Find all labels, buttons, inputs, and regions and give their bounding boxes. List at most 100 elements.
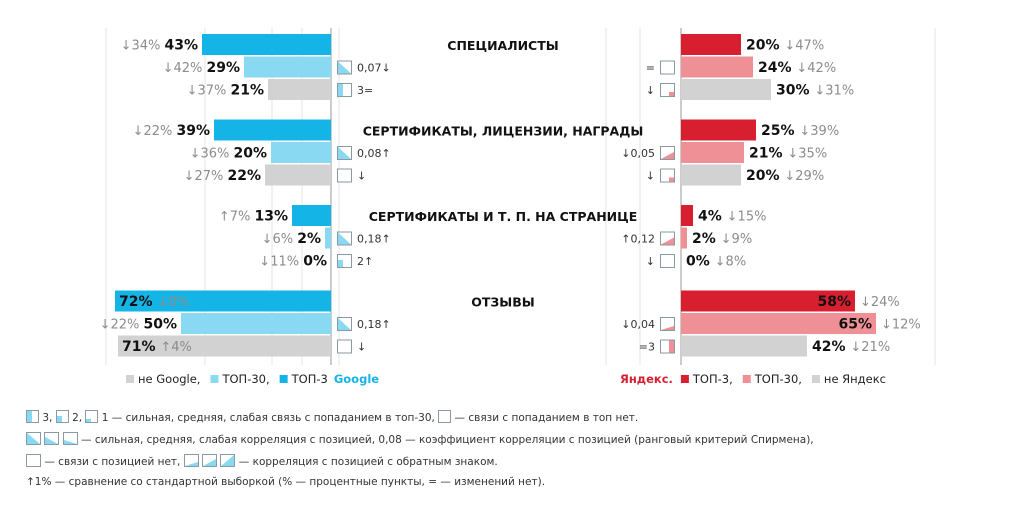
yandex-bar xyxy=(681,34,741,55)
link-weak-icon xyxy=(85,410,99,423)
note-link-3: 3, xyxy=(42,412,53,424)
yandex-bar xyxy=(681,335,807,357)
google-marker-text: 2↑ xyxy=(357,255,373,268)
category-label: ОТЗЫВЫ xyxy=(471,295,534,310)
yandex-bar-label: 2% ↓9% xyxy=(692,231,752,247)
corr-strong-marker-icon xyxy=(337,146,352,160)
corr-weak-icon xyxy=(62,432,78,445)
note-correlation-text: — сильная, средняя, слабая корреляция с … xyxy=(81,434,814,446)
google-bar xyxy=(325,227,331,249)
category-label: СЕРТИФИКАТЫ, ЛИЦЕНЗИИ, НАГРАДЫ xyxy=(363,124,644,139)
google-marker-text: ↓ xyxy=(357,170,366,183)
google-bar xyxy=(181,313,331,334)
google-legend-swatch xyxy=(126,375,134,383)
reverse-corr-medium-icon xyxy=(202,454,218,467)
yandex-bar-label: 20% ↓29% xyxy=(746,168,824,184)
google-bar-label: 71% ↑4% xyxy=(122,339,192,355)
google-legend-swatch xyxy=(210,375,219,383)
google-bar-label: ↓27% 22% xyxy=(184,168,261,184)
corr-strong-marker-icon xyxy=(337,317,352,331)
google-marker-text: 0,08↑ xyxy=(357,147,391,160)
link-medium-marker-icon xyxy=(337,254,352,268)
reverse-corr-strong-icon xyxy=(220,454,236,467)
google-bar xyxy=(118,335,331,357)
google-marker-text: 3= xyxy=(357,84,373,97)
reverse-corr-weak-icon xyxy=(183,454,199,467)
note-link-2: 2, xyxy=(72,412,83,424)
none-marker-icon xyxy=(660,60,675,75)
yandex-legend-swatch xyxy=(811,375,820,383)
google-bar-label: ↓22% 50% xyxy=(100,317,177,333)
google-bar-label: ↓22% 39% xyxy=(133,123,210,139)
corr-medium-marker-icon xyxy=(660,231,675,246)
yandex-legend-label: ТОП-30, xyxy=(754,372,802,386)
comparison-chart: СПЕЦИАЛИСТЫ ↓34% 43% ↓42% 29% ↓37% 21% 20% ↓… xyxy=(100,28,936,386)
note-line-2: — сильная, средняя, слабая корреляция с … xyxy=(26,432,814,446)
yandex-bar-label: 58% xyxy=(817,294,851,310)
google-bar-label: ↓34% 43% xyxy=(121,38,198,54)
yandex-bar xyxy=(681,290,855,312)
link-medium-icon xyxy=(55,410,69,423)
yandex-bar xyxy=(681,79,771,100)
yandex-bar xyxy=(681,142,744,163)
link-strong-marker-icon xyxy=(337,83,352,97)
google-legend-label: ТОП-3 xyxy=(291,372,328,386)
google-bar-label: ↑7% 13% xyxy=(219,209,288,225)
corr-weak-marker-icon xyxy=(660,317,675,331)
corr-medium-icon xyxy=(44,432,60,445)
yandex-bar-label: 0% ↓8% xyxy=(686,254,746,270)
yandex-bar xyxy=(681,227,687,249)
google-marker-text: 0,07↓ xyxy=(357,62,391,75)
google-bar xyxy=(214,119,331,141)
google-bar xyxy=(268,79,331,100)
google-legend-brand: Google xyxy=(334,372,379,386)
yandex-bar-label: 4% ↓15% xyxy=(698,209,766,225)
yandex-marker-text: = xyxy=(646,62,655,75)
none-marker-icon xyxy=(660,254,675,268)
note-line-4: ↑1% — сравнение со стандартной выборкой … xyxy=(26,476,545,488)
google-bar xyxy=(265,164,331,186)
yandex-bar-label: 65% xyxy=(838,317,872,333)
note-comparison-text: ↑1% — сравнение со стандартной выборкой … xyxy=(26,476,546,488)
yandex-bar-label: 20% ↓47% xyxy=(746,38,824,54)
link-weak-marker-icon xyxy=(660,83,675,97)
yandex-bar-label: 21% ↓35% xyxy=(749,146,827,162)
yandex-legend-swatch xyxy=(680,375,689,383)
yandex-bar-label: 25% ↓39% xyxy=(761,123,839,139)
yandex-bar-label: 42% ↓21% xyxy=(812,339,890,355)
yandex-marker-text: ↑0,12 xyxy=(621,233,655,246)
yandex-bar xyxy=(681,313,876,334)
google-bar-label: 72% ↓8% xyxy=(119,294,189,310)
link-strong-marker-icon xyxy=(660,339,675,354)
link-weak-marker-icon xyxy=(660,168,675,183)
note-no-link-text: — связи с попаданием в топ нет. xyxy=(454,412,639,424)
corr-strong-marker-icon xyxy=(337,231,352,246)
yandex-bar-label: 30% ↓31% xyxy=(776,83,854,99)
yandex-marker-text: ↓ xyxy=(646,255,655,268)
yandex-bar-change: ↓12% xyxy=(881,318,921,333)
yandex-marker-text: ↓0,05 xyxy=(621,147,655,160)
yandex-bar-label: 24% ↓42% xyxy=(758,60,836,76)
yandex-bar xyxy=(681,205,693,226)
google-legend-swatch xyxy=(279,375,288,383)
yandex-marker-text: ↓ xyxy=(646,84,655,97)
yandex-marker-text: =3 xyxy=(639,341,655,354)
google-legend-label: ТОП-30, xyxy=(221,372,269,386)
yandex-marker-text: ↓ xyxy=(646,170,655,183)
none-marker-icon xyxy=(337,339,352,354)
google-legend-label: не Google, xyxy=(138,372,200,386)
note-reverse-corr-text: — корреляция с позицией с обратным знако… xyxy=(238,456,498,468)
yandex-bar xyxy=(681,56,753,78)
corr-strong-marker-icon xyxy=(337,60,352,75)
note-no-correlation-text: — связи с позицией нет, xyxy=(44,456,181,468)
yandex-legend-label: ТОП-3, xyxy=(692,372,733,386)
no-link-icon xyxy=(438,410,452,423)
yandex-marker-text: ↓0,04 xyxy=(621,318,655,331)
google-bar-label: ↓37% 21% xyxy=(187,83,264,99)
yandex-legend-label: не Яндекс xyxy=(824,372,886,386)
link-strong-icon xyxy=(26,410,39,423)
none-marker-icon xyxy=(337,168,352,183)
note-line-3: — связи с позицией нет, — корреляция с п… xyxy=(26,454,498,468)
google-marker-text: 0,18↑ xyxy=(357,318,391,331)
yandex-bar xyxy=(681,119,756,141)
